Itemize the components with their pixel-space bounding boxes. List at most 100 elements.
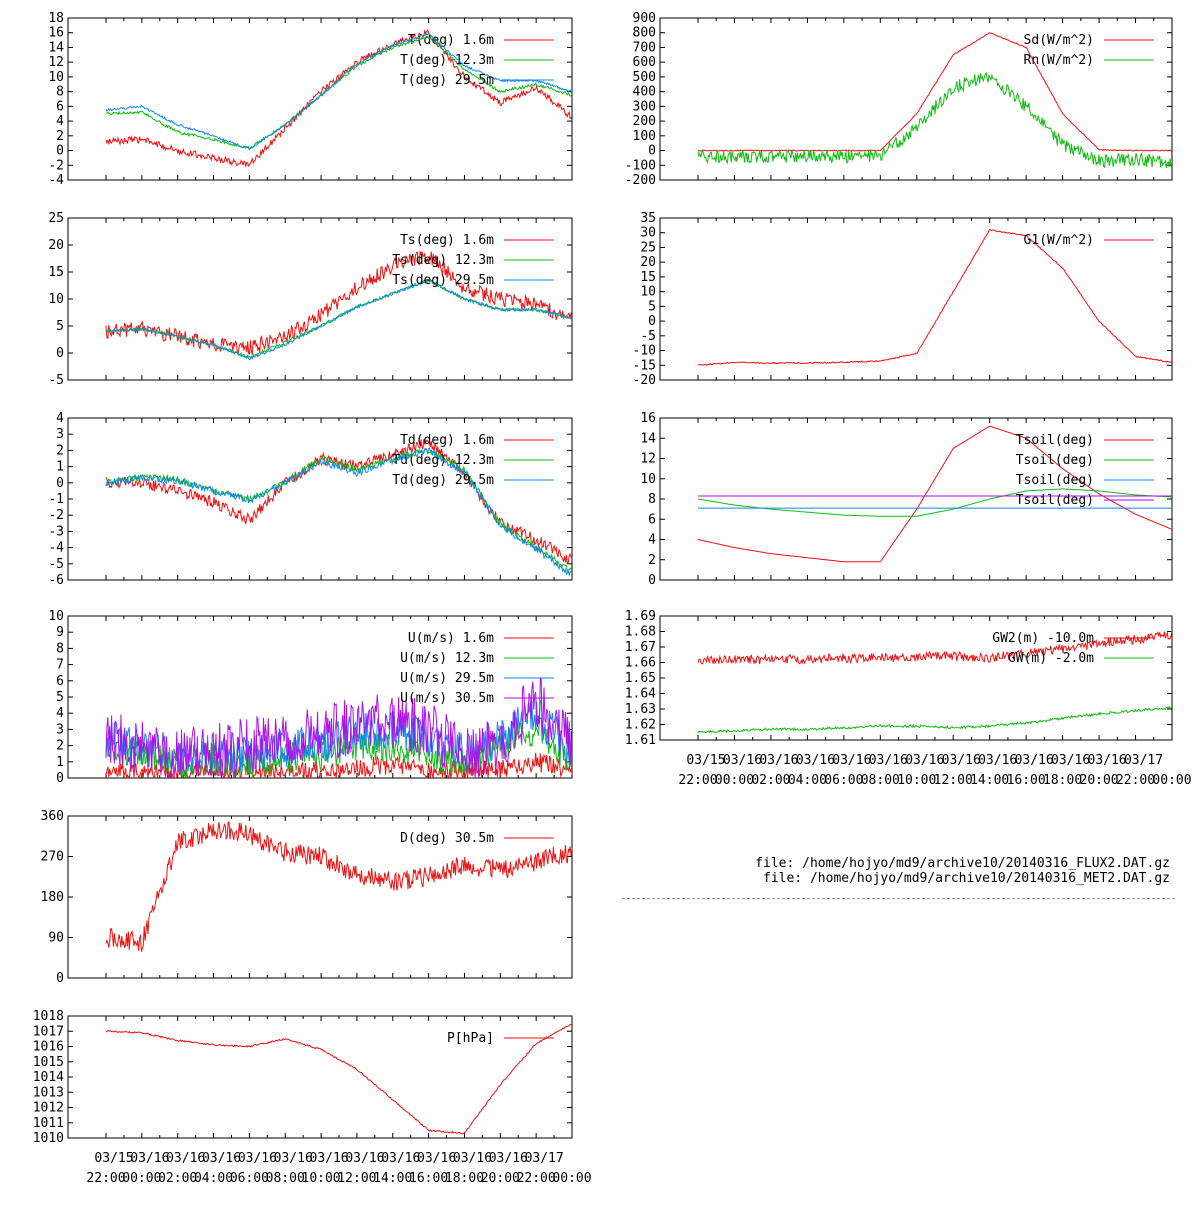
x-tick-label-time: 04:00 xyxy=(788,773,827,788)
series-line-red xyxy=(697,630,1172,665)
series-line-red xyxy=(105,251,572,355)
x-tick-label-date: 03/15 xyxy=(686,753,725,768)
y-tick-label: 6 xyxy=(56,99,64,114)
y-tick-label: 1 xyxy=(56,755,64,770)
y-tick-label: 6 xyxy=(648,512,656,527)
y-tick-label: 5 xyxy=(648,299,656,314)
x-tick-label-time: 14:00 xyxy=(970,773,1009,788)
y-tick-label: -5 xyxy=(640,329,656,344)
y-tick-label: 16 xyxy=(48,26,64,41)
y-tick-label: -5 xyxy=(48,557,64,572)
y-tick-label: -5 xyxy=(48,373,64,388)
y-tick-label: 1011 xyxy=(33,1116,64,1131)
plot-frame xyxy=(659,615,1173,741)
y-tick-label: 8 xyxy=(648,492,656,507)
y-tick-label: 1013 xyxy=(33,1085,64,1100)
x-tick-label-time: 22:00 xyxy=(517,1171,556,1186)
y-tick-label: 10 xyxy=(48,292,64,307)
series-line-blue xyxy=(105,446,572,577)
x-tick-label-time: 12:00 xyxy=(337,1171,376,1186)
legend-label: GW(m) -2.0m xyxy=(1008,651,1094,666)
x-tick-label-time: 10:00 xyxy=(302,1171,341,1186)
x-tick-label-date: 03/16 xyxy=(238,1151,277,1166)
legend-label: U(m/s) 12.3m xyxy=(400,651,494,666)
x-tick-label-time: 00:00 xyxy=(715,773,754,788)
y-tick-label: 15 xyxy=(48,265,64,280)
y-tick-label: 3 xyxy=(56,427,64,442)
x-tick-label-date: 03/16 xyxy=(130,1151,169,1166)
y-tick-label: 1 xyxy=(56,460,64,475)
y-tick-label: 1.68 xyxy=(625,625,656,640)
legend-label: P[hPa] xyxy=(447,1031,494,1046)
y-tick-label: -20 xyxy=(633,373,656,388)
legend-label: Td(deg) 29.5m xyxy=(392,473,494,488)
x-tick-label-time: 00:00 xyxy=(552,1171,591,1186)
plot-frame xyxy=(67,1015,573,1139)
y-tick-label: 500 xyxy=(633,70,656,85)
panel-soil-temperature: 0 2 4 6 8 10 12 14 16 Tsoil(deg) Tsoil(deg) Tsoil(d… xyxy=(640,411,1173,588)
x-tick-label-date: 03/16 xyxy=(274,1151,313,1166)
file-info: file: /home/hojyo/md9/archive10/20140316… xyxy=(755,856,1170,886)
y-tick-label: 1.65 xyxy=(625,671,656,686)
y-tick-label: -1 xyxy=(48,492,64,507)
series-line-red xyxy=(697,425,1172,563)
y-tick-label: 20 xyxy=(640,255,656,270)
x-tick-label-date: 03/16 xyxy=(723,753,762,768)
panel-groundwater: 1.611.621.631.641.651.661.671.681.69 GW2(… xyxy=(625,609,1173,748)
x-tick-label-date: 03/16 xyxy=(942,753,981,768)
legend-label: U(m/s) 29.5m xyxy=(400,671,494,686)
y-tick-label: 270 xyxy=(41,850,64,865)
y-tick-label: 180 xyxy=(41,890,64,905)
y-tick-label: 12 xyxy=(48,55,64,70)
y-tick-label: 10 xyxy=(48,70,64,85)
y-tick-label: 16 xyxy=(640,411,656,426)
x-tick-label-time: 02:00 xyxy=(751,773,790,788)
legend-label: Ts(deg) 1.6m xyxy=(400,233,494,248)
y-tick-label: 25 xyxy=(640,240,656,255)
plot-frame xyxy=(659,417,1173,581)
x-tick-label-date: 03/16 xyxy=(796,753,835,768)
series-line-green xyxy=(697,72,1172,169)
series-line-red xyxy=(105,752,572,778)
series-line-green xyxy=(105,278,572,359)
y-tick-label: 1.69 xyxy=(625,609,656,624)
x-tick-label-date: 03/17 xyxy=(525,1151,564,1166)
plot-frame xyxy=(659,217,1173,381)
x-tick-label-time: 00:00 xyxy=(122,1171,161,1186)
series-line-red xyxy=(105,820,572,952)
x-tick-label-time: 20:00 xyxy=(1080,773,1119,788)
y-tick-label: 7 xyxy=(56,658,64,673)
file-path-flux: file: /home/hojyo/md9/archive10/20140316… xyxy=(755,856,1170,871)
x-tick-label-date: 03/16 xyxy=(310,1151,349,1166)
y-tick-label: 800 xyxy=(633,26,656,41)
y-tick-label: 3 xyxy=(56,722,64,737)
x-tick-label-time: 18:00 xyxy=(445,1171,484,1186)
y-tick-label: -4 xyxy=(48,541,64,556)
x-axis-labels-left: 03/1503/1603/1603/1603/1603/1603/1603/16… xyxy=(86,1151,591,1186)
plot-frame xyxy=(67,17,573,181)
y-tick-label: 4 xyxy=(56,706,64,721)
x-tick-label-date: 03/16 xyxy=(978,753,1017,768)
series-line-red xyxy=(105,1023,572,1135)
series-line-purple xyxy=(105,677,572,778)
panel-wind-direction: 0 90 180 270 360 D(deg) 30.5m xyxy=(41,809,573,986)
x-tick-label-time: 16:00 xyxy=(1007,773,1046,788)
x-tick-label-date: 03/16 xyxy=(905,753,944,768)
legend-label: Tsoil(deg) xyxy=(1016,493,1094,508)
y-tick-label: -10 xyxy=(633,344,656,359)
x-tick-label-date: 03/16 xyxy=(1051,753,1090,768)
y-tick-label: 4 xyxy=(56,411,64,426)
legend-label: Sd(W/m^2) xyxy=(1024,33,1094,48)
y-tick-label: 700 xyxy=(633,40,656,55)
y-tick-label: 1.66 xyxy=(625,656,656,671)
x-tick-label-date: 03/16 xyxy=(869,753,908,768)
x-tick-label-date: 03/16 xyxy=(489,1151,528,1166)
legend-label: T(deg) 1.6m xyxy=(408,33,494,48)
x-tick-label-time: 22:00 xyxy=(1116,773,1155,788)
legend-label: Tsoil(deg) xyxy=(1016,453,1094,468)
y-tick-label: 2 xyxy=(56,739,64,754)
y-tick-label: 1.62 xyxy=(625,718,656,733)
